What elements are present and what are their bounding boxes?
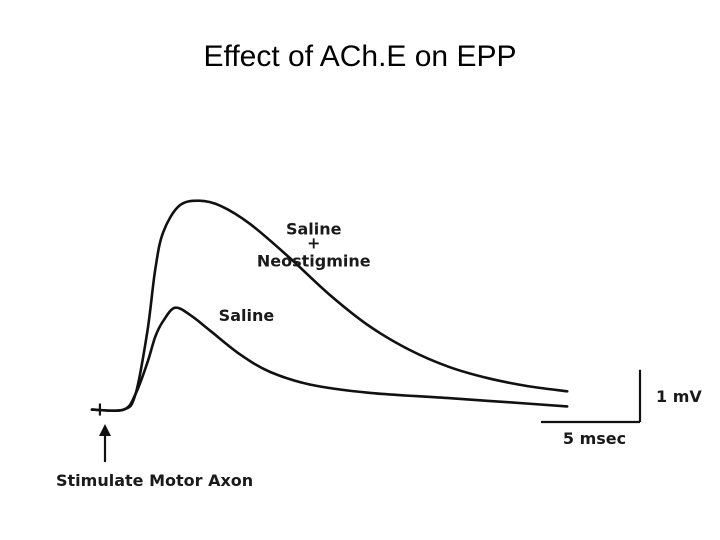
series-label-line: Saline	[286, 220, 342, 239]
scale-bar-time-label: 5 msec	[563, 429, 626, 448]
stimulus-arrow-head	[99, 424, 111, 436]
series-label-saline-neostigmine: Saline + Neostigmine	[257, 220, 371, 271]
stimulus-arrow-icon	[99, 424, 111, 462]
traces-group	[90, 199, 569, 416]
series-line-saline	[90, 306, 569, 413]
series-line-saline-neostigmine	[90, 199, 569, 413]
series-label-line: Neostigmine	[257, 252, 371, 271]
series-label-line: +	[307, 234, 320, 253]
scale-bar-voltage-label: 1 mV	[656, 387, 702, 406]
stimulus-annotation: Stimulate Motor Axon	[56, 471, 253, 490]
series-label-saline: Saline	[219, 306, 275, 325]
scale-bar: 5 msec 1 mV	[541, 369, 702, 448]
chart-title: Effect of ACh.E on EPP	[203, 40, 517, 73]
